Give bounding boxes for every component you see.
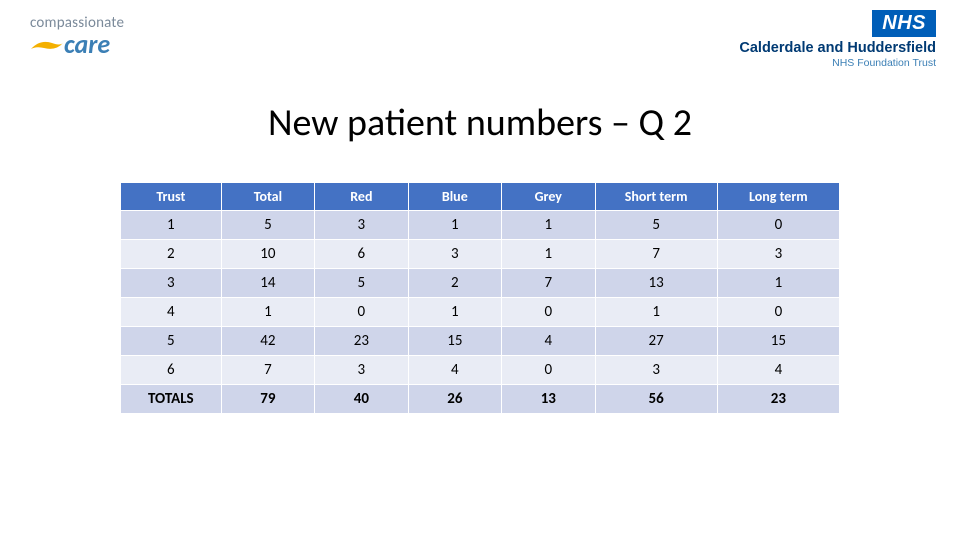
compassionate-care-logo: compassionate care <box>30 14 210 60</box>
table-cell: 23 <box>717 385 839 414</box>
table-cell: 4 <box>121 298 222 327</box>
table-cell: 14 <box>221 269 314 298</box>
table-cell: 7 <box>595 240 717 269</box>
table-cell: 3 <box>315 356 408 385</box>
table-cell: 0 <box>502 298 595 327</box>
table-cell: 7 <box>221 356 314 385</box>
logo-left-line2: care <box>30 28 210 60</box>
table-row: 314527131 <box>121 269 840 298</box>
table-cell: 4 <box>717 356 839 385</box>
table-cell: 1 <box>221 298 314 327</box>
table-cell: 10 <box>221 240 314 269</box>
table-cell: 3 <box>121 269 222 298</box>
table-cell: 1 <box>502 240 595 269</box>
trust-name: Calderdale and Huddersfield <box>739 40 936 56</box>
table-cell: 3 <box>717 240 839 269</box>
table-column-header: Long term <box>717 183 839 211</box>
table-column-header: Grey <box>502 183 595 211</box>
table-cell: 4 <box>408 356 501 385</box>
table-cell: 6 <box>315 240 408 269</box>
table-cell: 15 <box>717 327 839 356</box>
table-cell: 42 <box>221 327 314 356</box>
table-cell: 5 <box>595 211 717 240</box>
table-cell: 5 <box>315 269 408 298</box>
nhs-trust-logo: NHS Calderdale and Huddersfield NHS Foun… <box>739 10 936 69</box>
table-row: 6734034 <box>121 356 840 385</box>
table-cell: 0 <box>315 298 408 327</box>
page-title: New patient numbers – Q 2 <box>0 100 960 146</box>
nhs-icon: NHS <box>872 10 936 37</box>
table-cell: 6 <box>121 356 222 385</box>
table-cell: 3 <box>408 240 501 269</box>
table-cell: 2 <box>408 269 501 298</box>
table-cell: 40 <box>315 385 408 414</box>
table-cell: 3 <box>315 211 408 240</box>
table-cell: 27 <box>595 327 717 356</box>
table-cell: 1 <box>121 211 222 240</box>
table-row-totals: TOTALS794026135623 <box>121 385 840 414</box>
table-row: 21063173 <box>121 240 840 269</box>
table-cell: 4 <box>502 327 595 356</box>
table-cell: 7 <box>502 269 595 298</box>
table-cell: 1 <box>502 211 595 240</box>
table-cell: 13 <box>595 269 717 298</box>
table-body: 1531150210631733145271314101010542231542… <box>121 211 840 414</box>
table-column-header: Total <box>221 183 314 211</box>
table-cell: 13 <box>502 385 595 414</box>
table-cell: 1 <box>408 298 501 327</box>
table-cell: 2 <box>121 240 222 269</box>
table-cell: 1 <box>717 269 839 298</box>
table-row: 4101010 <box>121 298 840 327</box>
table-column-header: Blue <box>408 183 501 211</box>
patient-numbers-table: TrustTotalRedBlueGreyShort termLong term… <box>120 182 840 414</box>
table-cell: 1 <box>408 211 501 240</box>
table-row: 542231542715 <box>121 327 840 356</box>
swoosh-icon <box>30 37 64 49</box>
patient-numbers-table-wrap: TrustTotalRedBlueGreyShort termLong term… <box>120 182 840 414</box>
table-cell: TOTALS <box>121 385 222 414</box>
table-cell: 5 <box>121 327 222 356</box>
table-cell: 0 <box>502 356 595 385</box>
table-cell: 0 <box>717 298 839 327</box>
table-cell: 1 <box>595 298 717 327</box>
table-column-header: Trust <box>121 183 222 211</box>
table-cell: 15 <box>408 327 501 356</box>
table-cell: 79 <box>221 385 314 414</box>
table-cell: 26 <box>408 385 501 414</box>
table-cell: 56 <box>595 385 717 414</box>
trust-subtitle: NHS Foundation Trust <box>739 57 936 69</box>
table-cell: 23 <box>315 327 408 356</box>
logo-left-line2-text: care <box>64 28 110 60</box>
table-cell: 0 <box>717 211 839 240</box>
table-header-row: TrustTotalRedBlueGreyShort termLong term <box>121 183 840 211</box>
table-row: 1531150 <box>121 211 840 240</box>
table-cell: 5 <box>221 211 314 240</box>
table-column-header: Red <box>315 183 408 211</box>
table-column-header: Short term <box>595 183 717 211</box>
table-cell: 3 <box>595 356 717 385</box>
